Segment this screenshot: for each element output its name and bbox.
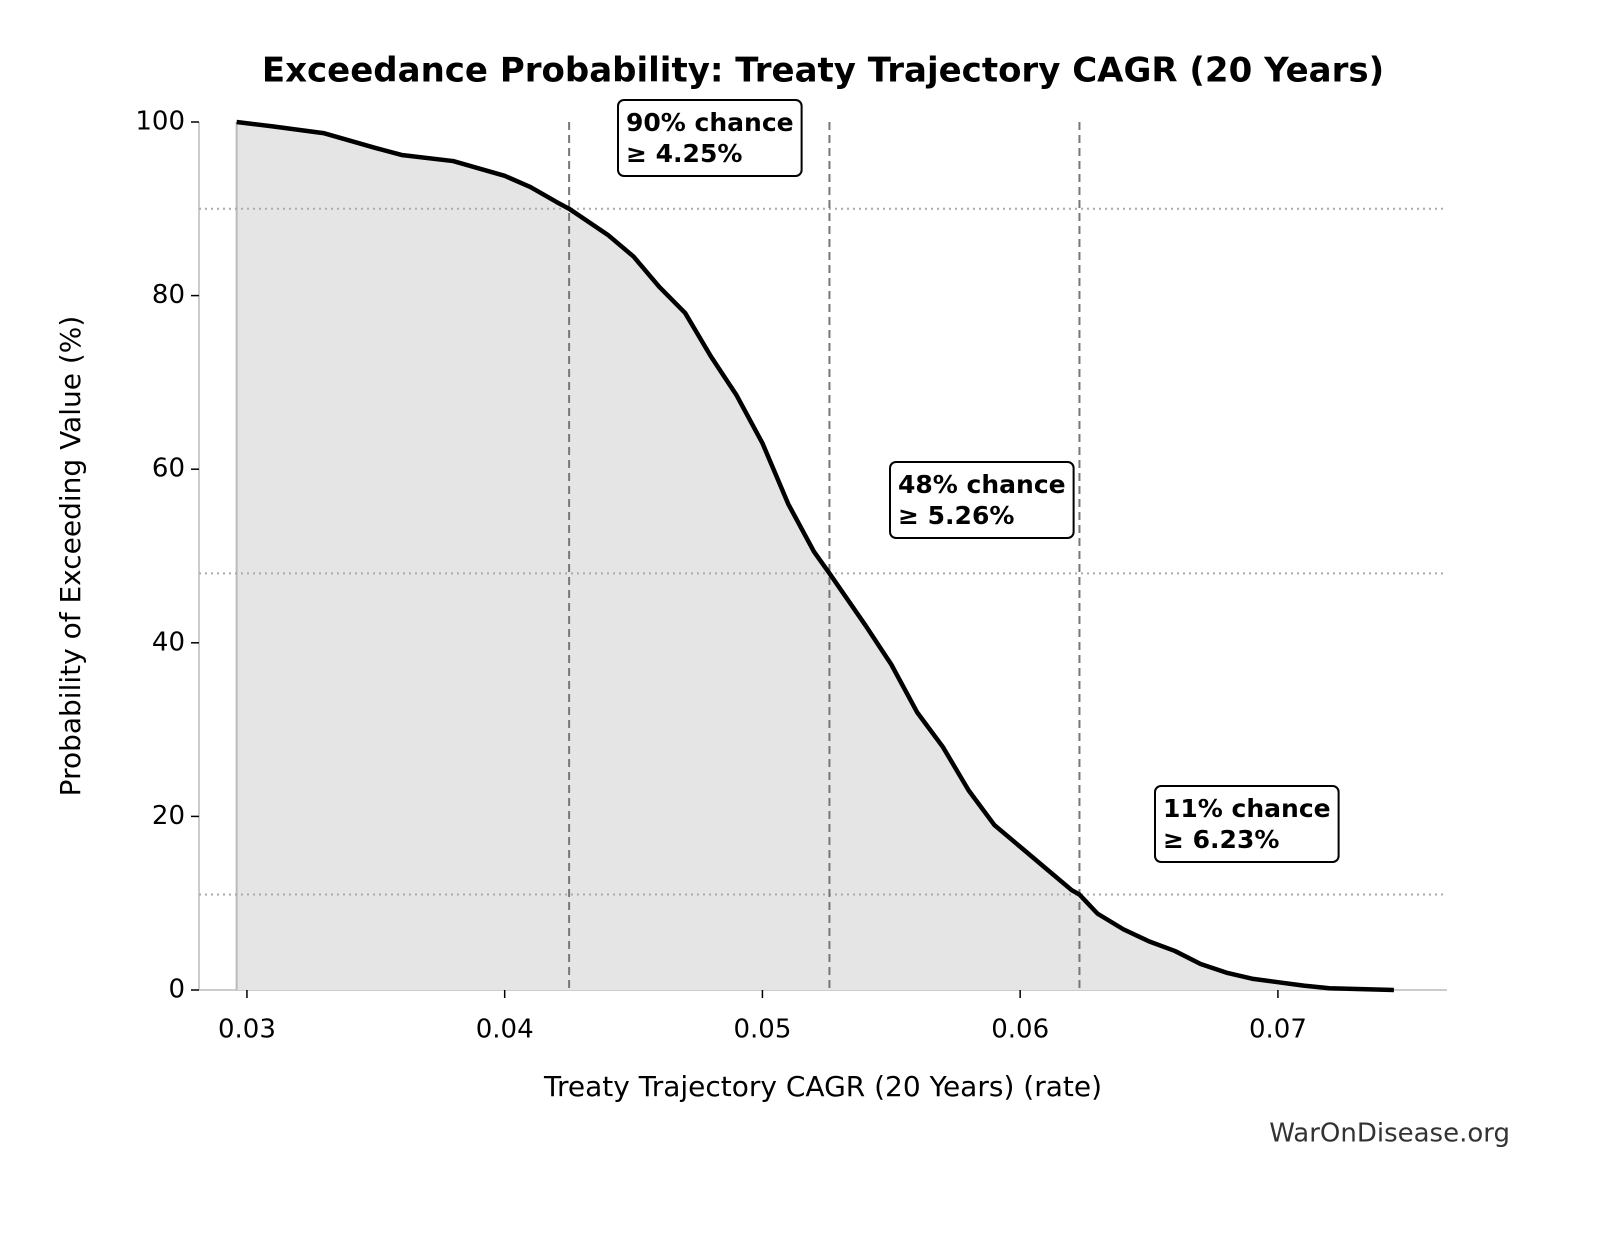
annotation-text: 90% chance <box>626 108 794 137</box>
x-tick-label: 0.03 <box>218 1015 276 1045</box>
annotation-box <box>889 461 1075 539</box>
annotation-text: ≥ 4.25% <box>626 139 742 168</box>
source-label: WarOnDisease.org <box>1269 1119 1510 1149</box>
annotation: 90% chance≥ 4.25% <box>617 99 803 177</box>
y-tick-label: 40 <box>152 627 185 657</box>
annotation-text: ≥ 5.26% <box>898 501 1014 530</box>
exceedance-line <box>236 119 1394 993</box>
annotation: 48% chance≥ 5.26% <box>889 461 1075 539</box>
annotation-text: ≥ 6.23% <box>1163 825 1279 854</box>
annotation: 11% chance≥ 6.23% <box>1154 785 1340 863</box>
annotation-box <box>617 99 803 177</box>
x-tick-label: 0.07 <box>1249 1015 1307 1045</box>
x-tick-label: 0.06 <box>991 1015 1049 1045</box>
annotation-text: 48% chance <box>898 470 1066 499</box>
y-tick-label: 60 <box>152 454 185 484</box>
chart-title: Exceedance Probability: Treaty Trajector… <box>262 51 1384 91</box>
y-tick-label: 100 <box>135 107 185 137</box>
y-tick-label: 20 <box>152 801 185 831</box>
annotation-box <box>1154 785 1340 863</box>
y-tick-label: 0 <box>168 975 185 1005</box>
annotation-text: 11% chance <box>1163 794 1331 823</box>
x-tick-label: 0.05 <box>733 1015 791 1045</box>
y-axis-label: Probability of Exceeding Value (%) <box>54 316 87 797</box>
x-axis-label: Treaty Trajectory CAGR (20 Years) (rate) <box>543 1070 1102 1103</box>
y-tick-label: 80 <box>152 280 185 310</box>
x-tick-label: 0.04 <box>476 1015 534 1045</box>
